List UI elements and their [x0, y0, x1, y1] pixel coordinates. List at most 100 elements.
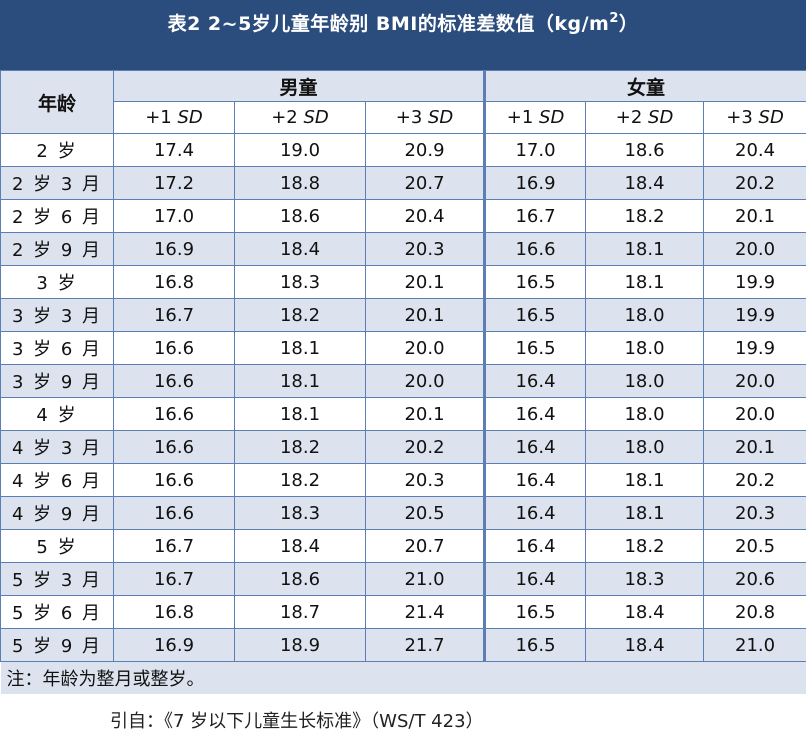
girls-value-cell: 16.5: [483, 331, 587, 365]
boys-value-cell: 20.3: [364, 232, 486, 266]
girls-value-cell: 18.4: [585, 628, 705, 662]
age-cell: 4 岁 3 月: [0, 430, 114, 464]
girls-value-cell: 18.3: [585, 562, 705, 596]
table-row: 5 岁 6 月 16.8 18.7 21.4 16.5 18.4 20.8: [0, 595, 806, 629]
girls-value-cell: 18.0: [585, 430, 705, 464]
table-row: 2 岁 3 月 17.2 18.8 20.7 16.9 18.4 20.2: [0, 166, 806, 200]
age-cell: 5 岁 9 月: [0, 628, 114, 662]
boys-value-cell: 18.1: [234, 397, 366, 431]
boys-value-cell: 20.7: [364, 166, 486, 200]
age-cell: 5 岁 3 月: [0, 562, 114, 596]
boys-value-cell: 16.6: [113, 463, 235, 497]
girls-value-cell: 20.2: [703, 166, 806, 200]
boys-value-cell: 16.7: [113, 298, 235, 332]
boys-value-cell: 16.6: [113, 430, 235, 464]
boys-value-cell: 18.4: [234, 232, 366, 266]
girls-value-cell: 16.7: [483, 199, 587, 233]
girls-value-cell: 20.0: [703, 397, 806, 431]
age-cell: 2 岁: [0, 133, 114, 167]
girls-value-cell: 18.6: [585, 133, 705, 167]
boys-value-cell: 20.9: [364, 133, 486, 167]
girls-value-cell: 20.6: [703, 562, 806, 596]
girls-value-cell: 20.2: [703, 463, 806, 497]
boys-value-cell: 17.0: [113, 199, 235, 233]
boys-value-cell: 18.7: [234, 595, 366, 629]
girls-value-cell: 16.5: [483, 265, 587, 299]
girls-value-cell: 16.6: [483, 232, 587, 266]
age-cell: 3 岁 3 月: [0, 298, 114, 332]
boys-value-cell: 16.6: [113, 397, 235, 431]
girls-value-cell: 20.8: [703, 595, 806, 629]
boys-value-cell: 18.3: [234, 496, 366, 530]
boys-value-cell: 16.6: [113, 496, 235, 530]
age-cell: 3 岁 9 月: [0, 364, 114, 398]
boys-value-cell: 16.7: [113, 562, 235, 596]
boys-value-cell: 21.0: [364, 562, 486, 596]
age-cell: 5 岁: [0, 529, 114, 563]
boys-value-cell: 18.8: [234, 166, 366, 200]
sd-header: +2 SD: [585, 101, 705, 134]
age-cell: 4 岁 9 月: [0, 496, 114, 530]
boys-header: 男童: [112, 70, 486, 102]
girls-value-cell: 18.1: [585, 265, 705, 299]
girls-value-cell: 16.4: [483, 397, 587, 431]
girls-value-cell: 20.4: [703, 133, 806, 167]
boys-value-cell: 16.7: [113, 529, 235, 563]
table-title: 表2 2~5岁儿童年龄别 BMI的标准差数值（kg/m2）: [0, 9, 806, 36]
boys-value-cell: 20.2: [364, 430, 486, 464]
boys-value-cell: 18.2: [234, 463, 366, 497]
sd-header: +3 SD: [703, 101, 806, 134]
boys-value-cell: 18.6: [234, 562, 366, 596]
girls-value-cell: 17.0: [483, 133, 587, 167]
age-cell: 2 岁 3 月: [0, 166, 114, 200]
girls-header: 女童: [483, 70, 806, 102]
girls-value-cell: 20.3: [703, 496, 806, 530]
boys-value-cell: 18.6: [234, 199, 366, 233]
boys-value-cell: 20.1: [364, 265, 486, 299]
table-row: 4 岁 6 月 16.6 18.2 20.3 16.4 18.1 20.2: [0, 463, 806, 497]
boys-value-cell: 18.3: [234, 265, 366, 299]
girls-value-cell: 18.1: [585, 232, 705, 266]
boys-value-cell: 16.8: [113, 265, 235, 299]
girls-value-cell: 16.4: [483, 496, 587, 530]
table-row: 3 岁 3 月 16.7 18.2 20.1 16.5 18.0 19.9: [0, 298, 806, 332]
boys-value-cell: 19.0: [234, 133, 366, 167]
girls-value-cell: 16.4: [483, 430, 587, 464]
age-cell: 4 岁: [0, 397, 114, 431]
girls-value-cell: 16.4: [483, 562, 587, 596]
boys-value-cell: 18.2: [234, 430, 366, 464]
sd-header: +1 SD: [113, 101, 235, 134]
girls-value-cell: 18.0: [585, 298, 705, 332]
girls-value-cell: 19.9: [703, 265, 806, 299]
boys-value-cell: 17.2: [113, 166, 235, 200]
bmi-table: 年龄 男童 女童 +1 SD +2 SD +3 SD +1 SD +2 SD +…: [0, 70, 806, 694]
girls-value-cell: 19.9: [703, 331, 806, 365]
boys-value-cell: 20.5: [364, 496, 486, 530]
girls-value-cell: 18.2: [585, 199, 705, 233]
boys-value-cell: 20.1: [364, 298, 486, 332]
table-row: 3 岁 9 月 16.6 18.1 20.0 16.4 18.0 20.0: [0, 364, 806, 398]
girls-value-cell: 19.9: [703, 298, 806, 332]
age-cell: 2 岁 6 月: [0, 199, 114, 233]
table-row: 2 岁 6 月 17.0 18.6 20.4 16.7 18.2 20.1: [0, 199, 806, 233]
boys-value-cell: 18.2: [234, 298, 366, 332]
girls-value-cell: 20.0: [703, 232, 806, 266]
sd-header: +2 SD: [234, 101, 366, 134]
title-bar: 表2 2~5岁儿童年龄别 BMI的标准差数值（kg/m2）: [0, 0, 806, 70]
girls-value-cell: 20.0: [703, 364, 806, 398]
boys-value-cell: 16.6: [113, 364, 235, 398]
age-cell: 2 岁 9 月: [0, 232, 114, 266]
age-cell: 3 岁: [0, 265, 114, 299]
girls-value-cell: 18.2: [585, 529, 705, 563]
girls-value-cell: 16.4: [483, 529, 587, 563]
girls-value-cell: 20.5: [703, 529, 806, 563]
girls-value-cell: 18.1: [585, 496, 705, 530]
boys-value-cell: 16.6: [113, 331, 235, 365]
girls-value-cell: 18.0: [585, 364, 705, 398]
table-row: 5 岁 9 月 16.9 18.9 21.7 16.5 18.4 21.0: [0, 628, 806, 662]
boys-value-cell: 20.1: [364, 397, 486, 431]
boys-value-cell: 18.9: [234, 628, 366, 662]
table-row: 5 岁 16.7 18.4 20.7 16.4 18.2 20.5: [0, 529, 806, 563]
age-cell: 4 岁 6 月: [0, 463, 114, 497]
title-superscript: 2: [609, 11, 619, 26]
